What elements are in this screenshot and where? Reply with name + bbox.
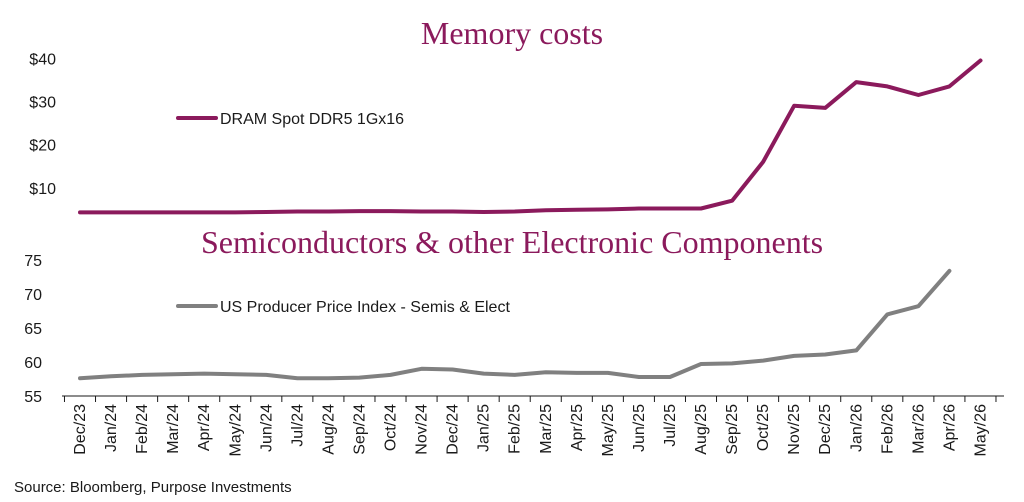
x-axis-label: Jul/24 — [289, 404, 306, 447]
semis-panel: Semiconductors & other Electronic Compon… — [24, 224, 1004, 456]
memory-y-tick-label: $30 — [29, 94, 56, 111]
x-axis-label: Oct/25 — [755, 404, 772, 451]
x-axis-label: Dec/23 — [72, 404, 89, 455]
x-axis-label: Apr/25 — [569, 404, 586, 451]
x-axis-label: May/26 — [972, 404, 989, 457]
x-axis-labels: Dec/23 Jan/24 Feb/24 Mar/24 Apr/24 May/24 Jun/… — [72, 404, 989, 457]
ppi-legend-label: US Producer Price Index - Semis & Elect — [220, 299, 510, 316]
semis-y-axis: 75 70 65 60 55 — [24, 253, 42, 406]
dram-legend-label: DRAM Spot DDR5 1Gx16 — [220, 111, 404, 128]
x-axis-label: Jun/24 — [258, 404, 275, 452]
semis-y-tick-label: 75 — [24, 253, 42, 270]
x-axis-label: Aug/25 — [693, 404, 710, 455]
x-axis-label: Dec/24 — [445, 404, 462, 455]
x-axis-label: Feb/26 — [879, 404, 896, 454]
semis-y-tick-label: 55 — [24, 389, 42, 406]
x-axis-label: Dec/25 — [817, 404, 834, 455]
x-axis-label: Sep/25 — [724, 404, 741, 455]
semis-y-tick-label: 70 — [24, 287, 42, 304]
x-axis-label: Jan/24 — [103, 404, 120, 452]
x-axis-label: Apr/26 — [941, 404, 958, 451]
x-axis-label: Feb/25 — [507, 404, 524, 454]
x-axis-label: Jul/25 — [662, 404, 679, 447]
x-axis-ticks — [63, 396, 997, 402]
semis-y-tick-label: 60 — [24, 355, 42, 372]
memory-y-tick-label: $10 — [29, 181, 56, 198]
dram-legend: DRAM Spot DDR5 1Gx16 — [176, 111, 404, 128]
x-axis-label: Jan/25 — [476, 404, 493, 452]
dram-series-line — [78, 58, 983, 215]
memory-costs-title: Memory costs — [421, 15, 603, 51]
x-axis-label: Mar/25 — [538, 404, 555, 454]
x-axis-label: Mar/24 — [165, 404, 182, 454]
memory-y-tick-label: $40 — [29, 51, 56, 68]
memory-costs-panel: Memory costs $40 $30 $20 $10 DRAM Spot DDR5… — [29, 15, 983, 215]
x-axis-label: Feb/24 — [134, 404, 151, 454]
x-axis-label: May/24 — [227, 404, 244, 457]
ppi-series-line — [78, 268, 952, 381]
x-axis-label: Jun/25 — [631, 404, 648, 452]
x-axis-label: Nov/25 — [786, 404, 803, 455]
x-axis-label: Mar/26 — [910, 404, 927, 454]
ppi-series — [78, 268, 952, 381]
x-axis-label: May/25 — [600, 404, 617, 457]
memory-y-tick-label: $20 — [29, 138, 56, 155]
x-axis-label: Jan/26 — [848, 404, 865, 452]
x-axis-label: Sep/24 — [351, 404, 368, 455]
x-axis-label: Apr/24 — [196, 404, 213, 451]
dram-series — [78, 58, 983, 215]
source-note: Source: Bloomberg, Purpose Investments — [14, 479, 292, 496]
x-axis-label: Aug/24 — [320, 404, 337, 455]
semis-title: Semiconductors & other Electronic Compon… — [201, 224, 823, 260]
x-axis-label: Oct/24 — [383, 404, 400, 451]
memory-y-axis: $40 $30 $20 $10 — [29, 51, 56, 197]
semis-y-tick-label: 65 — [24, 321, 42, 338]
x-axis-label: Nov/24 — [414, 404, 431, 455]
ppi-legend: US Producer Price Index - Semis & Elect — [176, 299, 510, 316]
